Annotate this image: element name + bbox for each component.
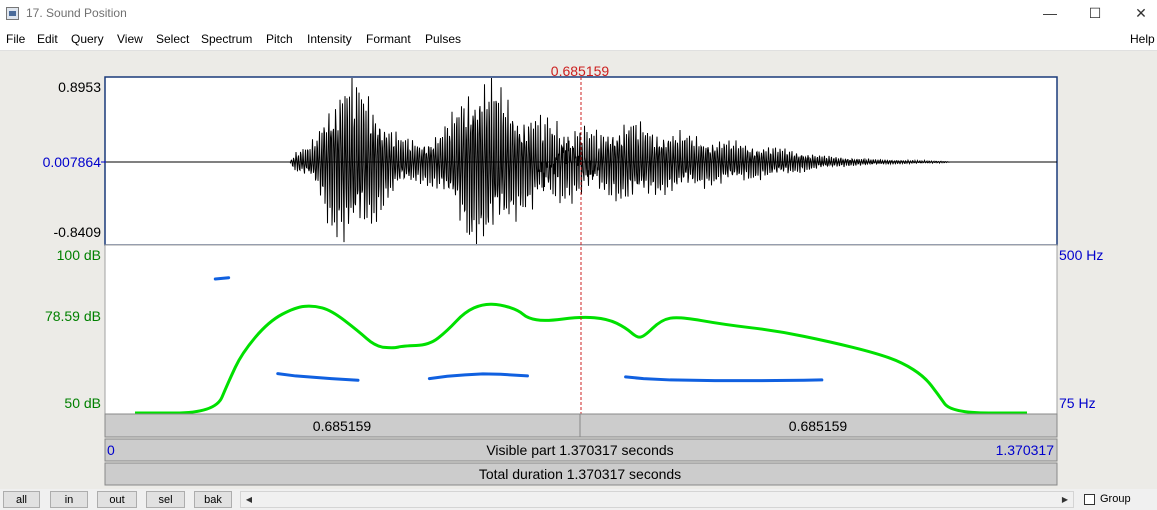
sound-editor-canvas[interactable]: 0.685159 0.8953 0.007864 -0.8409 100 dB … xyxy=(0,51,1157,487)
zoom-in-button[interactable]: in xyxy=(50,491,88,508)
pitch-segment-2 xyxy=(427,372,529,381)
menu-formant[interactable]: Formant xyxy=(366,32,411,46)
menu-intensity[interactable]: Intensity xyxy=(307,32,352,46)
pitch-contour xyxy=(213,276,824,383)
menu-help[interactable]: Help xyxy=(1130,32,1155,46)
right-duration-bar[interactable] xyxy=(579,413,1058,438)
visible-start-label: 0 xyxy=(107,442,115,458)
cursor-time-label: 0.685159 xyxy=(551,63,610,79)
scroll-right-icon[interactable]: ▶ xyxy=(1061,495,1069,504)
scroll-left-icon[interactable]: ◀ xyxy=(245,495,253,504)
close-button[interactable]: ✕ xyxy=(1135,5,1147,21)
group-checkbox[interactable] xyxy=(1084,494,1095,505)
menu-query[interactable]: Query xyxy=(71,32,104,46)
pitch-segment-1 xyxy=(213,276,231,281)
menu-view[interactable]: View xyxy=(117,32,143,46)
pitch-segment-3 xyxy=(624,375,824,383)
praat-app-icon xyxy=(6,7,19,20)
pitch-top-label: 500 Hz xyxy=(1059,247,1103,263)
visible-end-label: 1.370317 xyxy=(996,442,1055,458)
visible-part-bar[interactable] xyxy=(104,438,1058,462)
title-bar: 17. Sound Position — ☐ ✕ xyxy=(0,0,1157,28)
menu-bar: File Edit Query View Select Spectrum Pit… xyxy=(0,28,1157,51)
pitch-segment-0 xyxy=(276,372,360,382)
bottom-toolbar: all in out sel bak ◀ ▶ Group xyxy=(0,489,1157,510)
group-label: Group xyxy=(1100,493,1131,505)
intensity-line xyxy=(134,302,1027,415)
menu-select[interactable]: Select xyxy=(156,32,190,46)
menu-edit[interactable]: Edit xyxy=(37,32,58,46)
waveform-center-label: 0.007864 xyxy=(43,154,102,170)
zoom-sel-button[interactable]: sel xyxy=(146,491,185,508)
menu-pitch[interactable]: Pitch xyxy=(266,32,293,46)
window-title: 17. Sound Position xyxy=(26,6,127,20)
menu-pulses[interactable]: Pulses xyxy=(425,32,462,46)
intensity-mid-label: 78.59 dB xyxy=(45,308,101,324)
right-duration-label: 0.685159 xyxy=(789,418,848,434)
zoom-back-button[interactable]: bak xyxy=(194,491,232,508)
maximize-button[interactable]: ☐ xyxy=(1088,5,1102,21)
minimize-button[interactable]: — xyxy=(1043,5,1057,21)
waveform-max-label: 0.8953 xyxy=(58,79,101,95)
total-duration-bar[interactable] xyxy=(104,462,1058,486)
menu-spectrum[interactable]: Spectrum xyxy=(201,32,253,46)
waveform-min-label: -0.8409 xyxy=(54,224,102,240)
intensity-curve xyxy=(134,302,1027,415)
menu-file[interactable]: File xyxy=(6,32,26,46)
left-duration-label: 0.685159 xyxy=(313,418,372,434)
total-duration-label: Total duration 1.370317 seconds xyxy=(479,466,681,482)
zoom-all-button[interactable]: all xyxy=(3,491,40,508)
intensity-bottom-label: 50 dB xyxy=(64,395,101,411)
intensity-top-label: 100 dB xyxy=(57,247,101,263)
pitch-bottom-label: 75 Hz xyxy=(1059,395,1096,411)
zoom-out-button[interactable]: out xyxy=(97,491,137,508)
visible-part-label: Visible part 1.370317 seconds xyxy=(486,442,673,458)
horizontal-scrollbar[interactable]: ◀ ▶ xyxy=(240,491,1074,508)
waveform-signal xyxy=(105,77,1057,245)
